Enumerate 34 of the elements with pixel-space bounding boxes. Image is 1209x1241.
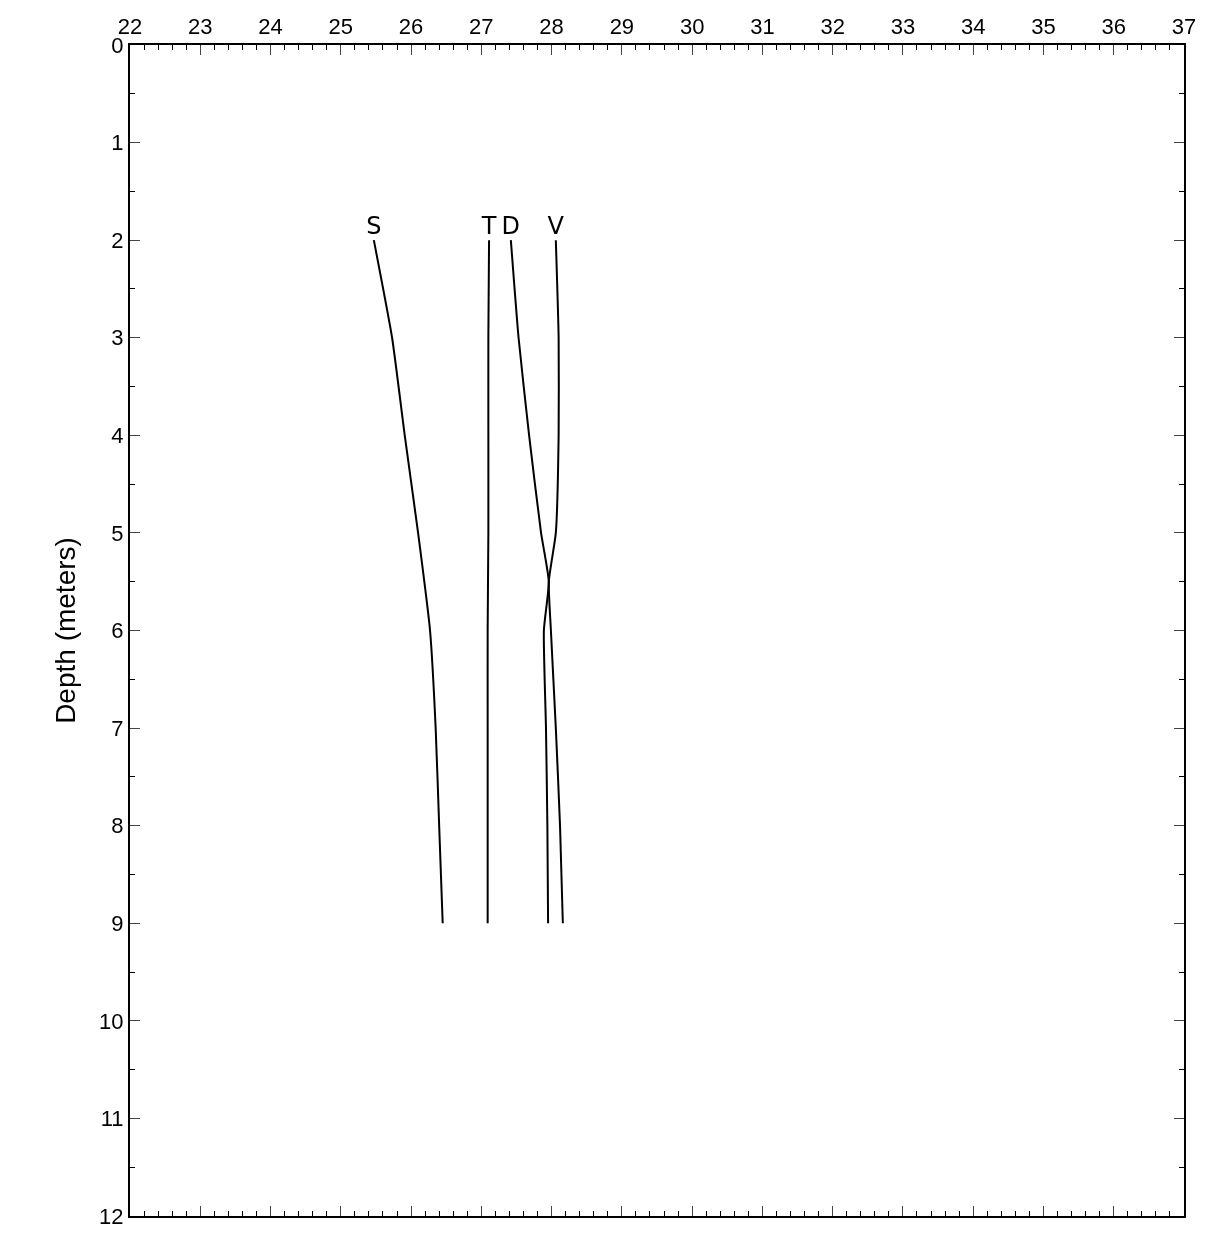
x-tick-label: 29 bbox=[609, 14, 635, 40]
x-tick-label: 24 bbox=[258, 14, 283, 40]
y-tick-label: 2 bbox=[111, 227, 124, 253]
series-label: T bbox=[480, 212, 497, 241]
x-tick-label: 26 bbox=[398, 14, 424, 40]
y-tick-label: 11 bbox=[100, 1106, 124, 1132]
line-series bbox=[372, 239, 444, 925]
series-label: V bbox=[547, 212, 565, 241]
y-tick-label: 12 bbox=[99, 1203, 124, 1229]
x-tick-label: 34 bbox=[960, 14, 986, 40]
x-tick-label: 23 bbox=[188, 14, 213, 40]
x-tick-label: 36 bbox=[1101, 14, 1126, 40]
y-tick-label: 4 bbox=[111, 423, 124, 449]
x-tick-label: 30 bbox=[679, 14, 705, 40]
x-tick-label: 32 bbox=[820, 14, 845, 40]
x-tick-label: 35 bbox=[1031, 14, 1056, 40]
y-tick-label: 8 bbox=[111, 813, 124, 839]
line-series bbox=[486, 239, 491, 925]
x-tick-label: 27 bbox=[469, 14, 494, 40]
y-tick-label: 1 bbox=[111, 130, 124, 156]
x-tick-label: 28 bbox=[539, 14, 564, 40]
series-label: S bbox=[366, 212, 382, 241]
x-tick-label: 25 bbox=[328, 14, 354, 40]
y-tick-label: 10 bbox=[99, 1008, 124, 1034]
y-tick-label: 3 bbox=[111, 325, 124, 351]
y-axis-title: Depth (meters) bbox=[50, 537, 82, 724]
y-tick-label: 7 bbox=[111, 715, 124, 741]
y-tick-label: 5 bbox=[111, 520, 124, 546]
x-tick-label: 37 bbox=[1171, 14, 1197, 40]
y-tick-label: 9 bbox=[111, 910, 124, 936]
y-tick-label: 6 bbox=[111, 618, 124, 644]
x-tick-label: 31 bbox=[750, 14, 775, 40]
x-tick-label: 33 bbox=[890, 14, 916, 40]
series-label: D bbox=[501, 212, 521, 241]
